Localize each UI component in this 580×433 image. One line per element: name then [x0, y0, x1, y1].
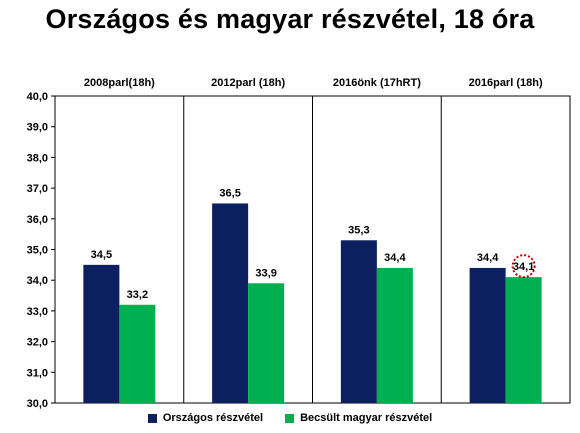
- category-label: 2016önk (17hRT): [333, 77, 421, 89]
- data-label: 33,2: [127, 289, 148, 301]
- bar-magyar: [119, 304, 156, 403]
- legend-swatch-magyar: [285, 413, 295, 423]
- legend-item-orszagos: Országos részvétel: [147, 412, 264, 424]
- data-label: 35,3: [348, 224, 369, 236]
- bar-orszagos: [340, 240, 377, 403]
- y-tick-label: 39,0: [27, 122, 48, 134]
- data-label: 36,5: [219, 187, 240, 199]
- data-label: 34,4: [384, 252, 406, 264]
- data-label: 33,9: [255, 267, 276, 279]
- y-tick-label: 37,0: [27, 183, 48, 195]
- data-label: 34,5: [91, 249, 112, 261]
- legend: Országos részvétel Becsült magyar részvé…: [0, 412, 580, 424]
- bar-orszagos: [469, 267, 506, 403]
- bar-orszagos: [212, 203, 249, 403]
- legend-label-orszagos: Országos részvétel: [162, 412, 264, 424]
- y-tick-label: 40,0: [27, 91, 48, 103]
- bar-magyar: [376, 267, 413, 403]
- y-tick-label: 33,0: [27, 306, 48, 318]
- y-tick-label: 36,0: [27, 214, 48, 226]
- category-label: 2016parl (18h): [469, 77, 543, 89]
- y-tick-label: 30,0: [27, 398, 48, 410]
- bar-orszagos: [83, 264, 120, 403]
- y-tick-label: 34,0: [27, 275, 48, 287]
- y-tick-label: 32,0: [27, 337, 48, 349]
- legend-swatch-orszagos: [147, 413, 157, 423]
- y-tick-label: 38,0: [27, 152, 48, 164]
- chart-title: Országos és magyar részvétel, 18 óra: [45, 4, 535, 34]
- legend-label-magyar: Becsült magyar részvétel: [300, 412, 433, 424]
- data-label: 34,1: [513, 261, 534, 273]
- legend-item-magyar: Becsült magyar részvétel: [285, 412, 432, 424]
- bar-magyar: [248, 283, 285, 403]
- y-tick-label: 35,0: [27, 245, 48, 257]
- category-label: 2012parl (18h): [211, 77, 285, 89]
- highlight-circle: [511, 254, 536, 279]
- category-label: 2008parl(18h): [84, 77, 155, 89]
- bar-magyar: [505, 277, 542, 403]
- y-tick-label: 31,0: [27, 367, 48, 379]
- data-label: 34,4: [477, 252, 499, 264]
